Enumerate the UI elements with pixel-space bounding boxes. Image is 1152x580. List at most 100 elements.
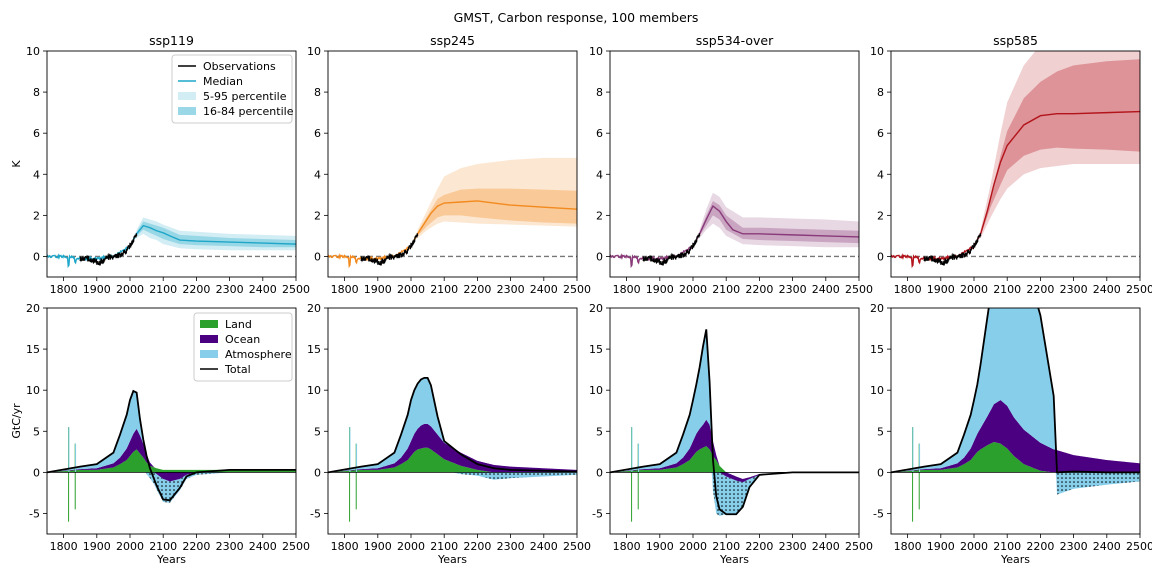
x-tick-label: 2200	[1026, 540, 1054, 553]
y-tick-label: 10	[26, 45, 40, 58]
x-tick-label: 1900	[927, 540, 955, 553]
legend-swatch	[200, 350, 218, 358]
x-tick-label: 2500	[282, 540, 310, 553]
y-tick-label: 20	[870, 302, 884, 315]
y-tick-label: 10	[870, 384, 884, 397]
x-tick-label: 2500	[282, 283, 310, 296]
band-5-95	[980, 51, 1140, 238]
total-line	[328, 376, 577, 474]
median-historic-line	[610, 232, 701, 269]
x-tick-label: 2300	[779, 283, 807, 296]
x-tick-label: 2400	[1093, 540, 1121, 553]
x-tick-label: 2100	[149, 283, 177, 296]
x-tick-label: 2000	[116, 283, 144, 296]
x-tick-label: 2000	[960, 540, 988, 553]
y-tick-label: 2	[33, 209, 40, 222]
x-tick-label: 2400	[530, 283, 558, 296]
atmosphere-area	[610, 329, 859, 473]
x-tick-label: 2000	[960, 283, 988, 296]
y-tick-label: 6	[33, 127, 40, 140]
x-tick-label: 2200	[182, 540, 210, 553]
y-tick-label: 8	[596, 86, 603, 99]
land-area	[891, 441, 1140, 473]
legend-label: Atmosphere	[225, 348, 292, 361]
median-line	[979, 110, 1140, 235]
y-tick-label: 10	[307, 384, 321, 397]
axes-frame	[327, 50, 578, 278]
y-tick-label: 0	[596, 466, 603, 479]
legend-label: 16-84 percentile	[203, 105, 294, 118]
legend-frame	[193, 312, 293, 382]
band-16-84	[136, 221, 296, 248]
y-tick-label: 2	[314, 209, 321, 222]
x-tick-label: 1900	[927, 283, 955, 296]
panel-title: ssp119	[149, 33, 194, 48]
x-tick-label: 2200	[463, 283, 491, 296]
legend-swatch	[178, 92, 196, 100]
y-tick-label: 5	[314, 425, 321, 438]
y-tick-label: 15	[26, 343, 40, 356]
y-tick-label: 8	[877, 86, 884, 99]
band-16-84	[417, 188, 577, 236]
total-line	[891, 308, 1140, 474]
x-tick-label: 2400	[249, 540, 277, 553]
y-tick-label: 15	[307, 343, 321, 356]
x-tick-label: 2200	[463, 540, 491, 553]
ocean-negative-area	[47, 472, 296, 482]
x-tick-label: 2100	[993, 283, 1021, 296]
y-tick-label: 5	[596, 425, 603, 438]
x-tick-label: 2100	[712, 540, 740, 553]
y-tick-label: -5	[592, 507, 603, 520]
legend-swatch	[178, 107, 196, 115]
x-tick-label: 2200	[1026, 283, 1054, 296]
y-tick-label: 20	[307, 302, 321, 315]
median-historic-line	[328, 232, 419, 269]
median-line	[136, 224, 296, 245]
y-tick-label: -5	[873, 507, 884, 520]
y-tick-label: 10	[870, 45, 884, 58]
y-tick-label: 0	[877, 466, 884, 479]
x-tick-label: 1900	[83, 540, 111, 553]
median-historic-line	[47, 232, 138, 269]
y-tick-label: 10	[307, 45, 321, 58]
median-line	[699, 205, 859, 238]
y-tick-label: 10	[589, 45, 603, 58]
x-tick-label: 2100	[430, 540, 458, 553]
y-tick-label: 0	[314, 466, 321, 479]
axes-frame	[46, 50, 297, 278]
x-tick-label: 1900	[83, 283, 111, 296]
x-tick-label: 1900	[364, 283, 392, 296]
observations-line	[79, 233, 138, 266]
axes-frame	[327, 307, 578, 535]
y-tick-label: 0	[596, 250, 603, 263]
y-tick-label: 8	[33, 86, 40, 99]
x-tick-label: 2500	[845, 540, 873, 553]
y-tick-label: 5	[877, 425, 884, 438]
y-tick-label: 15	[870, 343, 884, 356]
plot-area	[891, 308, 1140, 522]
x-tick-label: 2300	[1060, 283, 1088, 296]
x-tick-label: 2400	[530, 540, 558, 553]
y-tick-label: 4	[877, 168, 884, 181]
x-tick-label: 2200	[182, 283, 210, 296]
x-tick-label: 2400	[249, 283, 277, 296]
land-area	[328, 447, 577, 473]
plot-area	[610, 329, 859, 522]
legend-label: Total	[224, 363, 251, 376]
x-tick-label: 1800	[613, 540, 641, 553]
x-tick-label: 2100	[993, 540, 1021, 553]
panel-6: 1800 1900 2000 2100 2200 2300 2400 2500 -5 0 5 10 15…	[589, 302, 873, 566]
y-tick-label: 10	[26, 384, 40, 397]
x-tick-label: 2300	[497, 540, 525, 553]
x-tick-label: 2500	[1126, 283, 1152, 296]
x-tick-label: 1800	[613, 283, 641, 296]
y-tick-label: 0	[877, 250, 884, 263]
y-tick-label: 6	[877, 127, 884, 140]
atmosphere-area	[891, 308, 1140, 473]
y-tick-label: 6	[314, 127, 321, 140]
figure-suptitle: GMST, Carbon response, 100 members	[454, 10, 699, 25]
panel-4: 1800 1900 2000 2100 2200 2300 2400 2500 -5 0 5 10 15…	[10, 302, 310, 566]
plot-area	[47, 217, 296, 269]
band-16-84	[980, 59, 1140, 236]
